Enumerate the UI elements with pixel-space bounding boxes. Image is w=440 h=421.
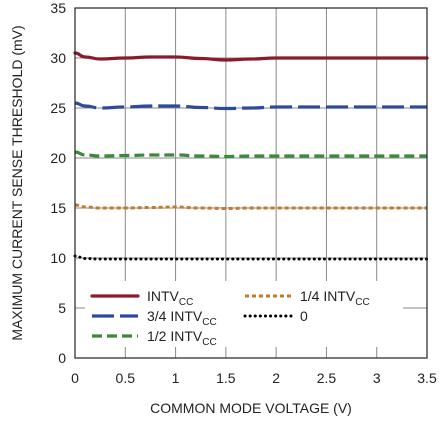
legend-label-5: 0 <box>300 308 308 324</box>
series-line-5 <box>73 254 429 261</box>
y-tick-label: 10 <box>50 250 66 266</box>
y-tick-label: 20 <box>50 150 66 166</box>
y-tick-label: 0 <box>58 350 66 366</box>
y-tick-label: 25 <box>50 100 66 116</box>
x-tick-labels: 0 0.5 1 1.5 2 2.5 3 3.5 <box>71 370 437 386</box>
series-line-1 <box>73 51 429 62</box>
legend-label-4: 1/4 INTVCC <box>300 288 370 308</box>
y-tick-label: 35 <box>50 0 66 16</box>
x-tick-label: 1.5 <box>216 370 236 386</box>
legend-label-3: 1/2 INTVCC <box>147 328 217 348</box>
y-tick-label: 30 <box>50 50 66 66</box>
y-tick-label: 5 <box>58 300 66 316</box>
plot-frame <box>74 7 428 359</box>
x-tick-label: 2.5 <box>317 370 337 386</box>
y-axis-title: MAXIMUM CURRENT SENSE THRESHOLD (mV) <box>9 25 25 340</box>
y-tick-label: 15 <box>50 200 66 216</box>
legend-label-2: 3/4 INTVCC <box>147 308 217 328</box>
legend-label-1: INTVCC <box>147 288 193 308</box>
series-line-2 <box>74 101 427 111</box>
series-line-3 <box>74 150 427 159</box>
x-tick-label: 2 <box>272 370 280 386</box>
x-tick-label: 0.5 <box>116 370 136 386</box>
x-tick-label: 3 <box>373 370 381 386</box>
legend-background <box>85 281 403 347</box>
y-tick-labels: 0 5 10 15 20 25 30 35 <box>50 0 66 366</box>
x-tick-label: 0 <box>71 370 79 386</box>
series-line-4 <box>74 203 427 210</box>
x-tick-label: 1 <box>172 370 180 386</box>
x-tick-label: 3.5 <box>417 370 437 386</box>
x-axis-title: COMMON MODE VOLTAGE (V) <box>150 400 352 416</box>
series-lines <box>73 51 429 261</box>
